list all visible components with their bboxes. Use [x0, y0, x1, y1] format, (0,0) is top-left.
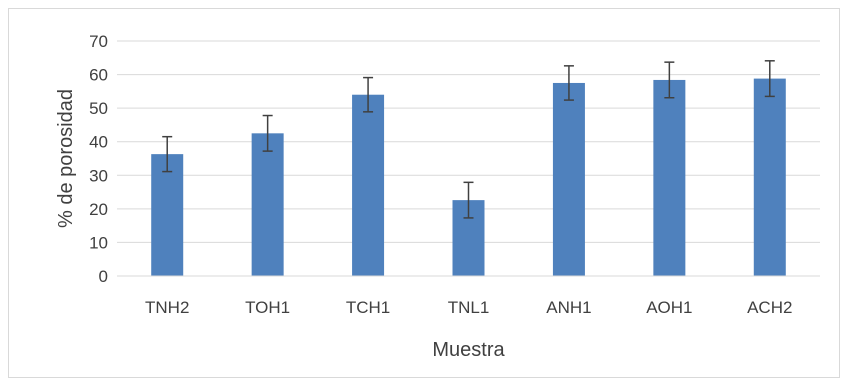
y-tick-label: 0: [99, 267, 108, 286]
bars: [151, 78, 786, 276]
x-tick-label: ANH1: [546, 298, 591, 317]
bar: [552, 82, 585, 276]
x-axis-title: Muestra: [432, 339, 505, 361]
gridlines: [117, 40, 820, 243]
y-tick-label: 70: [89, 32, 108, 51]
error-bars: [162, 60, 775, 219]
y-tick-label: 60: [89, 66, 108, 85]
y-tick-label: 40: [89, 133, 108, 152]
chart-frame: [8, 8, 840, 378]
x-tick-label: TOH1: [245, 298, 290, 317]
y-axis-ticks: 0 10 20 30 40 50 60 70: [89, 32, 108, 286]
y-axis-title: % de porosidad: [55, 89, 77, 228]
y-tick-label: 20: [89, 200, 108, 219]
bar: [251, 133, 284, 276]
bar: [151, 154, 184, 276]
y-tick-label: 50: [89, 99, 108, 118]
y-tick-label: 10: [89, 233, 108, 252]
y-tick-label: 30: [89, 166, 108, 185]
x-tick-label: TNH2: [145, 298, 189, 317]
bar: [753, 78, 786, 276]
x-tick-label: ACH2: [747, 298, 792, 317]
bar: [352, 94, 385, 276]
x-tick-label: AOH1: [646, 298, 692, 317]
x-axis-ticks: TNH2 TOH1 TCH1 TNL1 ANH1 AOH1 ACH2: [145, 298, 792, 317]
bar: [653, 79, 686, 276]
x-tick-label: TCH1: [346, 298, 390, 317]
x-tick-label: TNL1: [448, 298, 490, 317]
